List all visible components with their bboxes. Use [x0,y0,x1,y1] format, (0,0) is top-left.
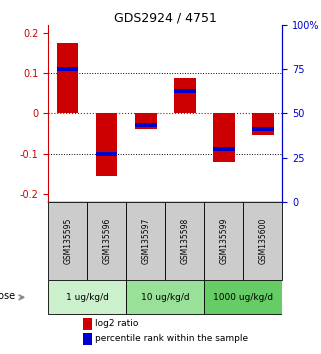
FancyBboxPatch shape [87,202,126,280]
Bar [252,127,274,131]
Text: 1 ug/kg/d: 1 ug/kg/d [66,293,108,302]
Bar [135,113,157,129]
Bar [57,43,78,113]
Bar [96,152,117,156]
FancyBboxPatch shape [126,280,204,314]
Bar [96,113,117,176]
FancyBboxPatch shape [126,202,165,280]
Text: 10 ug/kg/d: 10 ug/kg/d [141,293,190,302]
Text: GSM135598: GSM135598 [180,218,189,264]
Text: GSM135599: GSM135599 [219,217,229,264]
Bar [252,113,274,135]
Text: GSM135597: GSM135597 [141,217,150,264]
Text: log2 ratio: log2 ratio [95,319,138,329]
Bar [174,78,195,113]
Bar [135,123,157,127]
FancyBboxPatch shape [48,280,126,314]
FancyBboxPatch shape [165,202,204,280]
Text: percentile rank within the sample: percentile rank within the sample [95,334,248,343]
Bar [83,333,91,345]
FancyBboxPatch shape [243,202,282,280]
Bar [213,147,235,151]
Text: dose: dose [0,291,15,301]
FancyBboxPatch shape [204,202,243,280]
Text: GSM135600: GSM135600 [258,217,267,264]
Bar [174,89,195,93]
Bar [83,318,91,330]
FancyBboxPatch shape [204,280,282,314]
Text: GSM135595: GSM135595 [63,217,72,264]
Title: GDS2924 / 4751: GDS2924 / 4751 [114,12,217,25]
Bar [213,113,235,161]
Bar [57,67,78,71]
Text: GSM135596: GSM135596 [102,217,111,264]
Text: 1000 ug/kg/d: 1000 ug/kg/d [213,293,273,302]
FancyBboxPatch shape [48,202,87,280]
